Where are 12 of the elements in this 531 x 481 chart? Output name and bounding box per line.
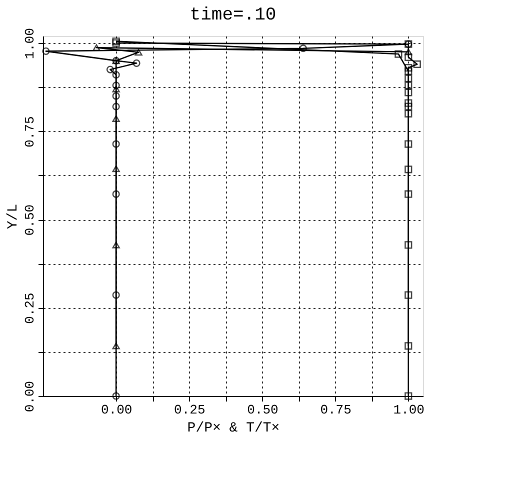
y-tick-label: 0.25 <box>22 292 38 324</box>
y-tick-label: 0.75 <box>22 116 38 148</box>
y-tick-label: 0.50 <box>22 204 38 236</box>
x-tick-label: 1.00 <box>393 402 424 418</box>
x-tick-label: 0.75 <box>320 402 352 418</box>
chart-title: time=.10 <box>190 5 276 26</box>
x-tick-label: 0.25 <box>174 402 206 418</box>
x-tick-label: 0.50 <box>247 402 278 418</box>
x-axis-title: P/P× & T/T× <box>187 420 280 436</box>
x-tick-label: 0.00 <box>100 402 132 418</box>
y-tick-label: 1.00 <box>22 28 38 60</box>
y-axis-title: Y/L <box>6 204 22 230</box>
